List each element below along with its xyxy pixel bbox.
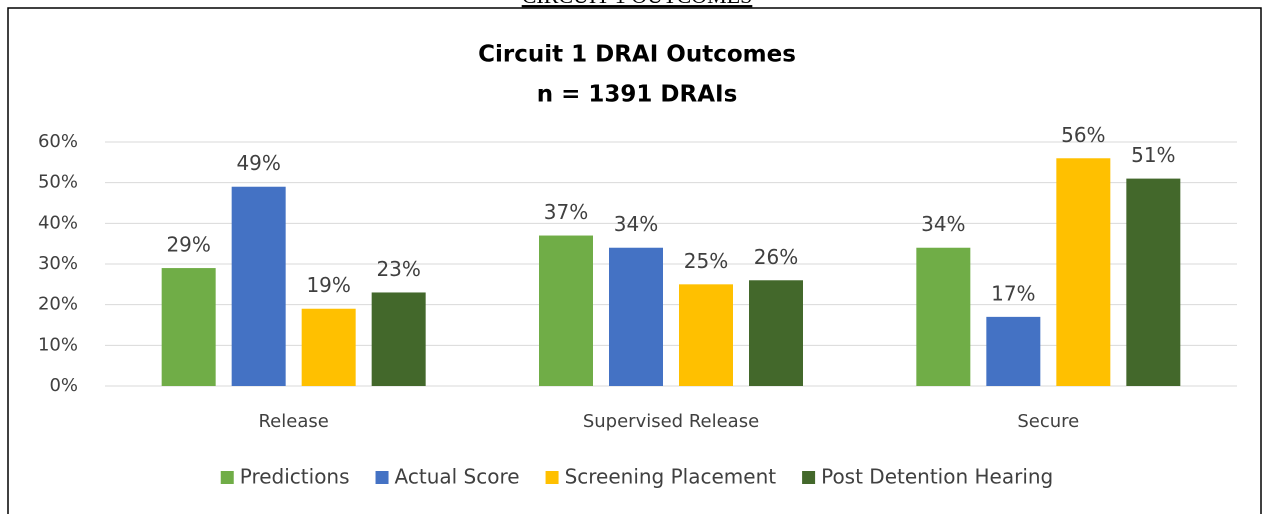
data-label: 29%: [166, 233, 210, 257]
data-label: 34%: [614, 212, 658, 236]
data-label: 49%: [236, 151, 280, 175]
bar: [1056, 158, 1111, 386]
bar: [539, 235, 593, 386]
legend-swatch: [802, 471, 816, 484]
data-label: 23%: [376, 257, 420, 281]
y-tick-label: 20%: [38, 294, 78, 315]
x-tick-label: Release: [258, 411, 328, 432]
legend-label: Screening Placement: [565, 465, 777, 489]
data-label: 25%: [684, 249, 728, 273]
y-tick-label: 60%: [38, 131, 78, 152]
bar: [301, 308, 356, 386]
x-tick-label: Supervised Release: [583, 411, 759, 432]
legend-swatch: [545, 471, 559, 484]
bar: [161, 268, 216, 386]
chart-subtitle: n = 1391 DRAIs: [537, 82, 738, 108]
y-tick-label: 40%: [38, 212, 78, 233]
bar: [371, 292, 426, 386]
y-tick-label: 10%: [38, 334, 78, 355]
page-heading: CIRCUIT 1 OUTCOMES: [522, 0, 753, 8]
chart-border: [7, 7, 1262, 514]
bar: [609, 247, 663, 386]
y-tick-label: 30%: [38, 253, 78, 274]
data-label: 17%: [991, 281, 1035, 305]
x-tick-label: Secure: [1017, 411, 1079, 432]
legend-swatch: [375, 471, 389, 484]
bar: [231, 186, 286, 386]
data-label: 19%: [306, 273, 350, 297]
legend-label: Post Detention Hearing: [821, 465, 1053, 489]
data-label: 51%: [1131, 143, 1175, 167]
bar: [679, 284, 733, 386]
bar: [916, 247, 971, 386]
y-tick-label: 50%: [38, 172, 78, 193]
legend-label: Actual Score: [395, 465, 520, 489]
legend-label: Predictions: [240, 465, 350, 489]
data-label: 26%: [754, 245, 798, 269]
legend-swatch: [220, 471, 234, 484]
chart-title: Circuit 1 DRAI Outcomes: [478, 42, 796, 68]
bar: [749, 280, 803, 386]
data-label: 34%: [921, 212, 965, 236]
y-tick-label: 0%: [49, 375, 78, 396]
data-label: 37%: [544, 200, 588, 224]
bar: [1126, 178, 1181, 386]
data-label: 56%: [1061, 123, 1105, 147]
bar: [986, 316, 1041, 386]
